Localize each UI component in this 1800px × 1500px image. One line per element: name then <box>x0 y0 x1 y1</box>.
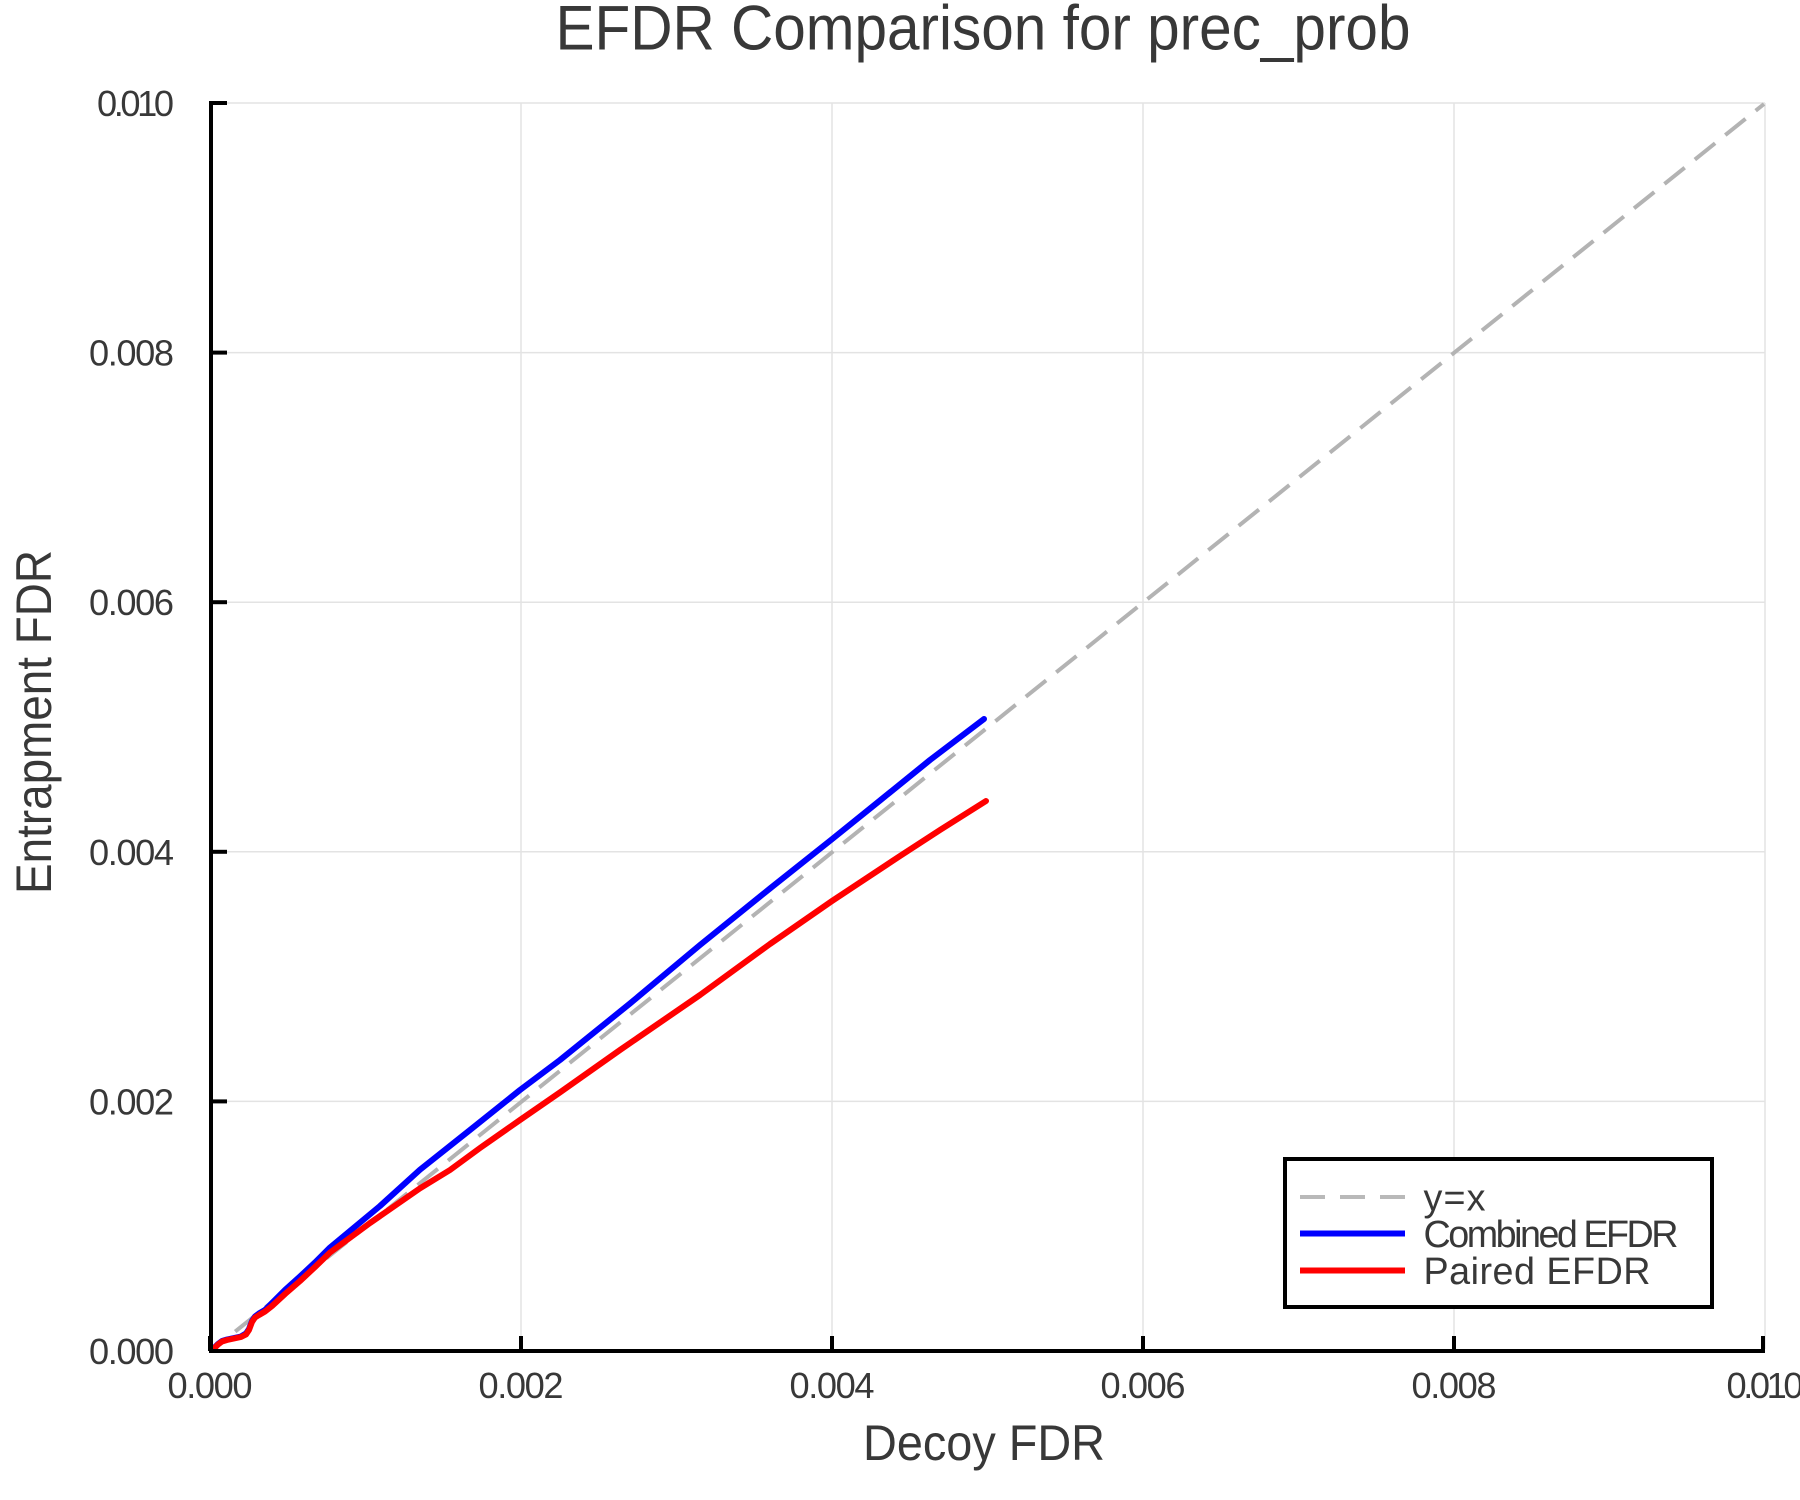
svg-text:0.004: 0.004 <box>89 832 174 873</box>
svg-text:y=x: y=x <box>1424 1177 1486 1219</box>
svg-text:0.008: 0.008 <box>89 333 174 374</box>
svg-text:0.002: 0.002 <box>479 1365 564 1406</box>
svg-text:EFDR Comparison for prec_prob: EFDR Comparison for prec_prob <box>556 0 1411 64</box>
svg-text:0.008: 0.008 <box>1412 1365 1497 1406</box>
svg-text:0.000: 0.000 <box>168 1365 253 1406</box>
svg-text:0.004: 0.004 <box>790 1365 875 1406</box>
svg-text:0.010: 0.010 <box>97 83 174 124</box>
svg-text:Entrapment FDR: Entrapment FDR <box>6 550 62 894</box>
svg-text:0.006: 0.006 <box>89 582 174 623</box>
svg-text:0.000: 0.000 <box>89 1331 174 1372</box>
svg-text:0.002: 0.002 <box>89 1081 174 1122</box>
svg-text:0.006: 0.006 <box>1101 1365 1186 1406</box>
svg-text:0.010: 0.010 <box>1727 1365 1800 1406</box>
svg-text:Paired EFDR: Paired EFDR <box>1424 1250 1651 1292</box>
svg-text:Decoy FDR: Decoy FDR <box>863 1415 1105 1471</box>
svg-text:Combined EFDR: Combined EFDR <box>1424 1213 1679 1255</box>
